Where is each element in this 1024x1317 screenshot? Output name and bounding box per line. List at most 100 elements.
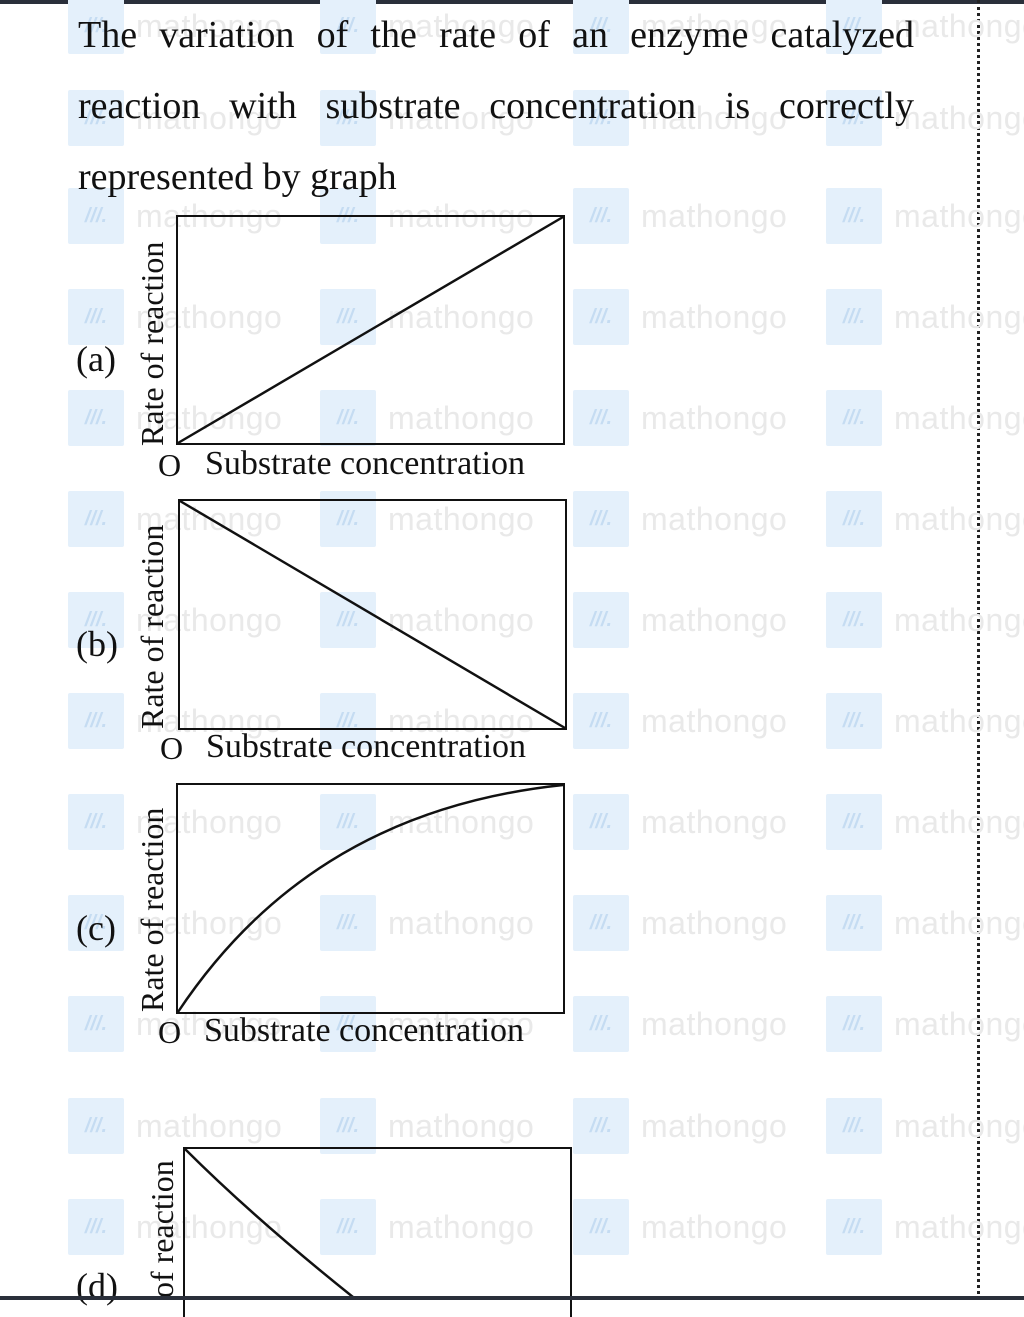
watermark-logo-icon: ///. xyxy=(573,592,629,648)
option-b-curve xyxy=(179,499,566,730)
watermark-logo-icon: ///. xyxy=(573,289,629,345)
watermark-tile: ///. mathongo xyxy=(573,895,787,951)
option-a-graph xyxy=(176,215,565,445)
top-edge-bar xyxy=(0,0,1024,4)
watermark-text: mathongo xyxy=(894,1107,1024,1144)
watermark-logo-icon: ///. xyxy=(573,996,629,1052)
watermark-logo-icon: ///. xyxy=(826,1098,882,1154)
option-a-label: (a) xyxy=(76,339,116,379)
option-b-origin-label: O xyxy=(160,730,184,766)
watermark-text: mathongo xyxy=(894,803,1024,840)
watermark-text: mathongo xyxy=(894,702,1024,739)
watermark-logo-icon: ///. xyxy=(573,1098,629,1154)
watermark-tile: ///. mathongo xyxy=(573,996,787,1052)
watermark-logo-icon: ///. xyxy=(573,895,629,951)
option-d-curve-svg xyxy=(184,1148,355,1299)
watermark-logo-icon: ///. xyxy=(826,289,882,345)
watermark-text: mathongo xyxy=(641,500,788,537)
option-c-graph xyxy=(176,783,565,1014)
watermark-tile: ///. mathongo xyxy=(826,1199,1024,1255)
option-c-x-axis-label: Substrate concentration xyxy=(204,1012,525,1049)
watermark-logo-icon: ///. xyxy=(68,491,124,547)
watermark-tile: ///. mathongo xyxy=(573,1098,787,1154)
watermark-tile: ///. mathongo xyxy=(826,794,1024,850)
watermark-text: mathongo xyxy=(894,601,1024,638)
margin-dotted-rule xyxy=(977,0,980,1300)
watermark-logo-icon: ///. xyxy=(826,895,882,951)
watermark-text: mathongo xyxy=(894,298,1024,335)
watermark-logo-icon: ///. xyxy=(573,794,629,850)
watermark-text: mathongo xyxy=(641,803,788,840)
watermark-logo-icon: ///. xyxy=(573,491,629,547)
watermark-text: mathongo xyxy=(641,298,788,335)
watermark-tile: ///. mathongo xyxy=(826,390,1024,446)
watermark-tile: ///. mathongo xyxy=(826,1098,1024,1154)
watermark-tile: ///. mathongo xyxy=(573,794,787,850)
watermark-logo-icon: ///. xyxy=(826,693,882,749)
option-a-x-axis-label: Substrate concentration xyxy=(205,445,526,482)
option-d-graph xyxy=(183,1147,572,1317)
watermark-text: mathongo xyxy=(388,1107,535,1144)
watermark-tile: ///. mathongo xyxy=(68,1098,282,1154)
question-text: The variation of the rate of an enzyme c… xyxy=(78,14,914,198)
option-c-y-axis-label: Rate of reaction xyxy=(134,807,170,1012)
watermark-tile: ///. mathongo xyxy=(573,1199,787,1255)
watermark-text: mathongo xyxy=(641,399,788,436)
watermark-logo-icon: ///. xyxy=(826,794,882,850)
watermark-logo-icon: ///. xyxy=(68,996,124,1052)
watermark-tile: ///. mathongo xyxy=(573,491,787,547)
watermark-logo-icon: ///. xyxy=(68,693,124,749)
watermark-text: mathongo xyxy=(136,1107,283,1144)
option-b-y-axis-label: Rate of reaction xyxy=(134,524,170,729)
option-c-origin-label: O xyxy=(158,1014,182,1050)
watermark-tile: ///. mathongo xyxy=(573,390,787,446)
option-b-x-axis-label: Substrate concentration xyxy=(206,728,527,765)
watermark-logo-icon: ///. xyxy=(826,491,882,547)
watermark-tile: ///. mathongo xyxy=(826,289,1024,345)
watermark-logo-icon: ///. xyxy=(826,592,882,648)
watermark-tile: ///. mathongo xyxy=(826,693,1024,749)
watermark-text: mathongo xyxy=(641,1005,788,1042)
option-d-curve xyxy=(184,1148,355,1299)
watermark-text: mathongo xyxy=(641,702,788,739)
watermark-tile: ///. mathongo xyxy=(320,1098,534,1154)
option-a-curve xyxy=(177,215,564,445)
watermark-tile: ///. mathongo xyxy=(573,592,787,648)
option-b-label: (b) xyxy=(76,624,118,664)
watermark-logo-icon: ///. xyxy=(826,996,882,1052)
watermark-logo-icon: ///. xyxy=(68,390,124,446)
watermark-text: mathongo xyxy=(894,904,1024,941)
option-a-origin-label: O xyxy=(158,447,182,483)
option-a-curve-svg xyxy=(177,215,564,445)
option-c-label: (c) xyxy=(76,908,116,948)
watermark-text: mathongo xyxy=(641,1107,788,1144)
watermark-text: mathongo xyxy=(894,500,1024,537)
watermark-logo-icon: ///. xyxy=(68,794,124,850)
watermark-text: mathongo xyxy=(641,904,788,941)
watermark-logo-icon: ///. xyxy=(68,1199,124,1255)
watermark-tile: ///. mathongo xyxy=(573,289,787,345)
watermark-logo-icon: ///. xyxy=(68,1098,124,1154)
option-c-curve xyxy=(176,783,564,1013)
watermark-logo-icon: ///. xyxy=(573,693,629,749)
watermark-tile: ///. mathongo xyxy=(826,592,1024,648)
watermark-logo-icon: ///. xyxy=(573,390,629,446)
watermark-text: mathongo xyxy=(894,1005,1024,1042)
option-b-graph xyxy=(178,499,567,730)
option-d-y-axis-label: of reaction xyxy=(144,1160,180,1298)
watermark-logo-icon: ///. xyxy=(320,1098,376,1154)
option-a-y-axis-label: Rate of reaction xyxy=(134,241,170,446)
watermark-text: mathongo xyxy=(641,1208,788,1245)
watermark-logo-icon: ///. xyxy=(826,1199,882,1255)
option-b-curve-svg xyxy=(179,499,566,730)
option-c-curve-svg xyxy=(176,783,564,1013)
watermark-tile: ///. mathongo xyxy=(826,491,1024,547)
bottom-edge-bar xyxy=(0,1296,1024,1300)
watermark-logo-icon: ///. xyxy=(68,289,124,345)
watermark-text: mathongo xyxy=(641,601,788,638)
watermark-logo-icon: ///. xyxy=(573,1199,629,1255)
watermark-tile: ///. mathongo xyxy=(826,895,1024,951)
watermark-text: mathongo xyxy=(894,399,1024,436)
watermark-tile: ///. mathongo xyxy=(826,996,1024,1052)
watermark-tile: ///. mathongo xyxy=(573,693,787,749)
